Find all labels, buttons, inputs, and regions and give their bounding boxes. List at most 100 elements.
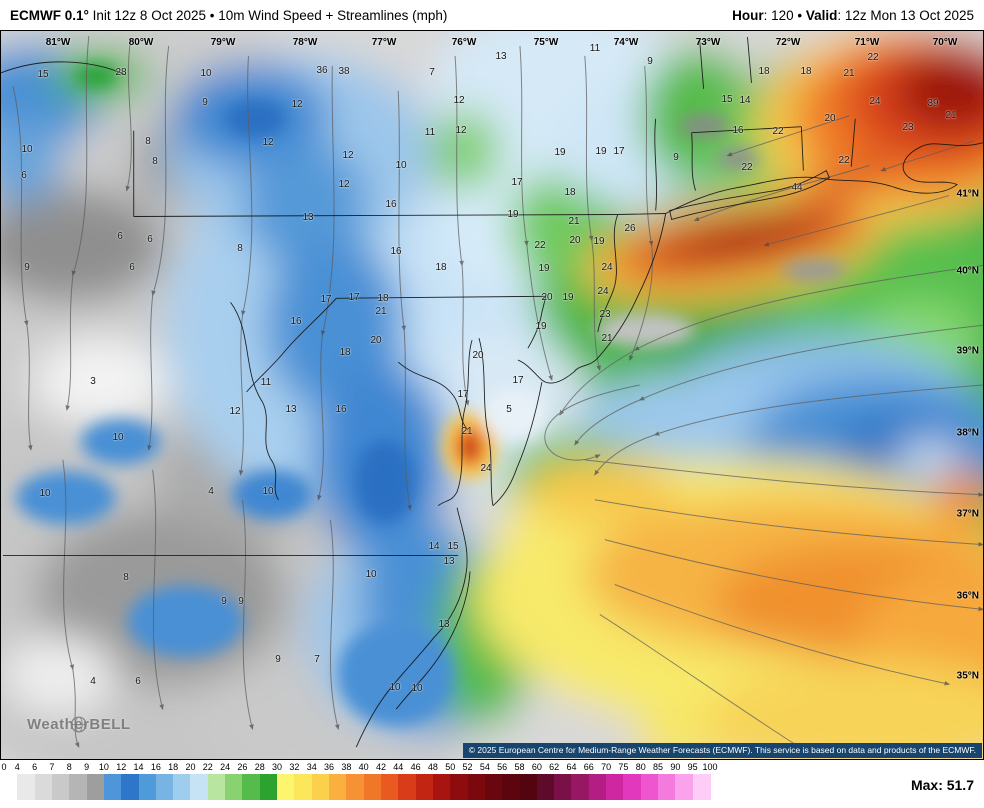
title-rest: Init 12z 8 Oct 2025 • 10m Wind Speed + S… [88, 7, 448, 23]
colorbar-segment [259, 774, 278, 800]
map-borders [1, 36, 983, 748]
wind-field-art [1, 31, 983, 759]
colorbar-segment [346, 774, 365, 800]
colorbar-segment [692, 774, 711, 800]
colorbar-segment [502, 774, 521, 800]
colorbar-tick-label: 46 [410, 762, 421, 772]
colorbar-tick-label: 60 [531, 762, 542, 772]
colorbar-segment [623, 774, 642, 800]
border-ny-pa [133, 214, 618, 217]
colorbar-tick-label: 48 [427, 762, 438, 772]
colorbar-tick-label: 4 [14, 762, 20, 772]
colorbar-segment [103, 774, 122, 800]
colorbar-segment [277, 774, 295, 800]
colorbar-tick-label: 38 [341, 762, 352, 772]
coastline-delmarva [492, 381, 543, 507]
model-name: ECMWF 0.1° [10, 7, 89, 23]
colorbar-tick-label: 0 [1, 762, 7, 772]
colorbar-segment [17, 774, 36, 800]
colorbar-tick-label: 22 [202, 762, 213, 772]
border-ny-nj [617, 213, 666, 215]
colorbar-segment [138, 774, 157, 800]
colorbar-tick-label: 20 [185, 762, 196, 772]
border-delaware-river [597, 214, 619, 333]
border-vt-nh [699, 36, 752, 89]
colorbar-segment [311, 774, 330, 800]
colorbar-segment [329, 774, 347, 800]
colorbar-segment [675, 774, 694, 800]
border-ct-ma [691, 126, 802, 134]
colorbar-segment [86, 774, 105, 800]
colorbar-segment [363, 774, 382, 800]
colorbar-tick-label: 70 [601, 762, 612, 772]
colorbar-segment [484, 774, 503, 800]
colorbar-segment [69, 774, 88, 800]
max-value-label: Max: 51.7 [911, 777, 974, 793]
lake-shore [1, 61, 126, 76]
colorbar-tick-label: 66 [583, 762, 594, 772]
colorbar-tick-label: 24 [220, 762, 231, 772]
colorbar-tick-label: 18 [168, 762, 179, 772]
forecast-time: Hour: 120 • Valid: 12z Mon 13 Oct 2025 [732, 8, 974, 23]
colorbar-segment [380, 774, 399, 800]
valid-label: Valid [805, 7, 838, 23]
colorbar-tick-label: 52 [462, 762, 473, 772]
hudson-river [654, 118, 657, 211]
colorbar-tick-label: 44 [393, 762, 404, 772]
colorbar-segment [0, 774, 18, 800]
valid-value: : 12z Mon 13 Oct 2025 [837, 7, 974, 23]
colorbar-segment [588, 774, 607, 800]
hour-label: Hour [732, 7, 764, 23]
colorbar-segment [658, 774, 676, 800]
colorbar-segment [173, 774, 192, 800]
colorbar-tick-label: 6 [32, 762, 38, 772]
colorbar-tick-label: 80 [635, 762, 646, 772]
max-label: Max [910, 777, 939, 793]
max-value: : 51.7 [938, 777, 974, 793]
border-ct-ny [691, 132, 697, 191]
colorbar-tick-label: 32 [289, 762, 300, 772]
colorbar-tick-label: 64 [566, 762, 577, 772]
coastline-chesapeake-east [478, 338, 494, 506]
colorbar-tick-label: 100 [702, 762, 718, 772]
border-md-wv [246, 297, 337, 393]
colorbar-tick-label: 10 [98, 762, 109, 772]
colorbar-segment [415, 774, 434, 800]
wind-speed-fill-detail [15, 63, 847, 727]
streamlines [12, 35, 983, 748]
colorbar-tick-label: 30 [272, 762, 283, 772]
colorbar-tick-label: 9 [84, 762, 90, 772]
coastline-outerbanks [395, 571, 471, 710]
colorbar-segment [606, 774, 624, 800]
colorbar-segment [190, 774, 209, 800]
colorbar-tick-label: 85 [653, 762, 664, 772]
colorbar-segment [242, 774, 261, 800]
colorbar-tick-label: 75 [618, 762, 629, 772]
colorbar-segment [640, 774, 659, 800]
coastline-longisland [669, 169, 830, 221]
colorbar-segments [0, 774, 711, 800]
colorbar-tick-label: 58 [514, 762, 525, 772]
map-title: ECMWF 0.1° Init 12z 8 Oct 2025 • 10m Win… [10, 8, 447, 23]
colorbar-tick-label: 8 [66, 762, 72, 772]
colorbar-segment [294, 774, 313, 800]
colorbar-segment [467, 774, 486, 800]
colorbar-tick-label: 50 [445, 762, 456, 772]
colorbar-segment [207, 774, 226, 800]
colorbar-segment [225, 774, 244, 800]
colorbar-segment [432, 774, 451, 800]
colorbar-segment [519, 774, 538, 800]
border-de-md [527, 296, 547, 349]
colorbar-tick-label: 36 [324, 762, 335, 772]
potomac-river [397, 361, 469, 431]
weather-map: 81°W 80°W 79°W 78°W 77°W 76°W 75°W 74°W 73°W 72°W… [0, 30, 984, 760]
coastline-nc [355, 507, 468, 748]
colorbar-segment [121, 774, 140, 800]
coastline-delbay [517, 359, 575, 384]
colorbar-segment [155, 774, 174, 800]
colorbar-segment [536, 774, 555, 800]
colorbar-tick-label: 12 [116, 762, 127, 772]
colorbar-segment [34, 774, 53, 800]
colorbar-tick-label: 28 [254, 762, 265, 772]
colorbar-tick-label: 14 [133, 762, 144, 772]
